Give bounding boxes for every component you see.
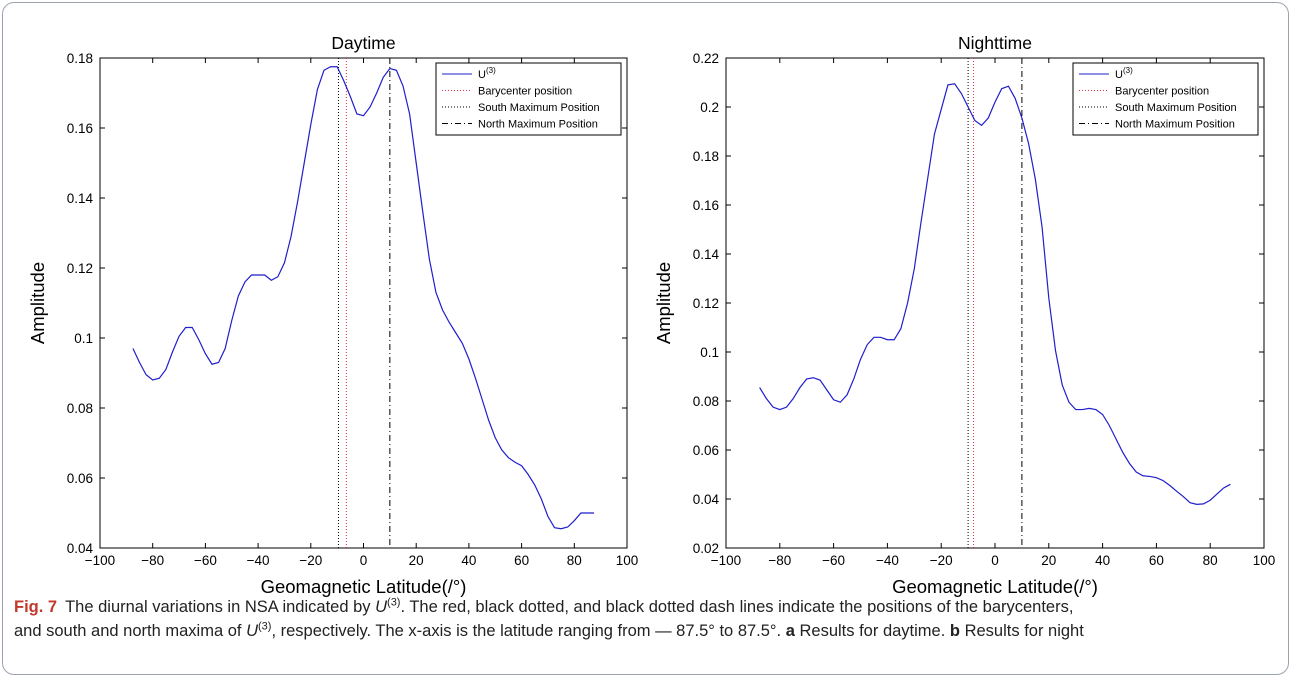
- y-tick-label: 0.1: [700, 345, 719, 360]
- x-tick-label: 0: [991, 553, 999, 568]
- x-tick-label: −40: [876, 553, 899, 568]
- x-tick-label: 80: [1203, 553, 1218, 568]
- series-line-u3: [132, 66, 595, 530]
- caption-superscript: (3): [387, 596, 401, 609]
- x-tick-label: 100: [1253, 553, 1276, 568]
- caption-panel-a: a: [785, 622, 795, 640]
- legend-u3-label: U(3): [1115, 66, 1133, 81]
- x-tick-label: −60: [194, 553, 217, 568]
- x-tick-label: −80: [141, 553, 164, 568]
- caption-panel-a-text: Results for daytime.: [799, 622, 946, 640]
- caption-symbol-2: U: [246, 622, 258, 640]
- y-tick-label: 0.06: [67, 471, 93, 486]
- y-axis-label: Amplitude: [653, 262, 674, 344]
- series-line-u3: [759, 83, 1231, 505]
- legend-north-maximum-label: North Maximum Position: [1115, 119, 1235, 131]
- x-tick-label: 100: [616, 553, 639, 568]
- caption-text-2: . The red, black dotted, and black dotte…: [400, 598, 1074, 616]
- legend-barycenter-label: Barycenter position: [478, 86, 572, 98]
- y-tick-label: 0.08: [693, 394, 719, 409]
- x-tick-label: −20: [930, 553, 953, 568]
- x-tick-label: −20: [299, 553, 322, 568]
- y-tick-label: 0.08: [67, 401, 93, 416]
- x-tick-label: −100: [85, 553, 115, 568]
- y-tick-label: 0.04: [67, 541, 94, 556]
- caption-panel-b-text: Results for night: [964, 622, 1084, 640]
- caption-symbol: U: [375, 598, 388, 616]
- x-tick-label: 40: [1095, 553, 1110, 568]
- legend-south-maximum-label: South Maximum Position: [478, 102, 600, 114]
- caption-text-3: and south and north maxima of: [14, 622, 242, 640]
- x-tick-label: −60: [822, 553, 845, 568]
- figure-caption: Fig. 7 The diurnal variations in NSA indi…: [14, 595, 1276, 643]
- x-tick-label: 40: [461, 553, 476, 568]
- x-axis-label: Geomagnetic Latitude(/°): [892, 576, 1098, 597]
- caption-panel-b: b: [949, 622, 960, 640]
- x-tick-label: 20: [1041, 553, 1056, 568]
- y-tick-label: 0.14: [693, 247, 720, 262]
- y-tick-label: 0.14: [67, 191, 94, 206]
- caption-superscript-2: (3): [258, 620, 272, 633]
- legend-barycenter-label: Barycenter position: [1115, 86, 1209, 98]
- y-tick-label: 0.16: [67, 121, 93, 136]
- legend-box: [1072, 62, 1259, 136]
- caption-text-1: The diurnal variations in NSA indicated …: [65, 598, 371, 616]
- chart-nighttime: Nighttime −100 −80 −60 −40 −20 0 20 40 60 80 100 0.0…: [653, 33, 1276, 597]
- y-tick-label: 0.18: [67, 51, 93, 66]
- legend-box: [435, 62, 622, 136]
- x-tick-label: −100: [711, 553, 741, 568]
- legend-south-maximum-label: South Maximum Position: [1115, 102, 1237, 114]
- x-tick-label: 60: [514, 553, 529, 568]
- x-axis-label: Geomagnetic Latitude(/°): [261, 576, 467, 597]
- x-tick-label: 20: [409, 553, 424, 568]
- y-tick-label: 0.04: [693, 492, 720, 507]
- x-tick-label: −80: [768, 553, 791, 568]
- y-tick-label: 0.22: [693, 51, 719, 66]
- legend-u3-label: U(3): [478, 66, 496, 81]
- y-axis-label: Amplitude: [27, 262, 48, 344]
- chart-title: Nighttime: [958, 33, 1032, 53]
- x-tick-label: 80: [567, 553, 582, 568]
- chart-daytime: Daytime −100 −80 −60 −40 −20 0 20 40 60 80 100 0.04 0…: [27, 33, 639, 597]
- caption-text-4: , respectively. The x-axis is the latitu…: [271, 622, 782, 640]
- caption-label: Fig. 7: [14, 598, 58, 616]
- y-tick-label: 0.1: [74, 331, 93, 346]
- y-tick-label: 0.12: [693, 296, 719, 311]
- y-tick-label: 0.02: [693, 541, 719, 556]
- y-tick-label: 0.2: [700, 100, 719, 115]
- y-tick-label: 0.12: [67, 261, 93, 276]
- y-tick-label: 0.06: [693, 443, 719, 458]
- x-tick-label: 0: [360, 553, 368, 568]
- legend-north-maximum-label: North Maximum Position: [478, 119, 598, 131]
- y-tick-label: 0.18: [693, 149, 719, 164]
- chart-title: Daytime: [331, 33, 395, 53]
- y-tick-label: 0.16: [693, 198, 719, 213]
- x-tick-label: −40: [247, 553, 270, 568]
- x-tick-label: 60: [1149, 553, 1164, 568]
